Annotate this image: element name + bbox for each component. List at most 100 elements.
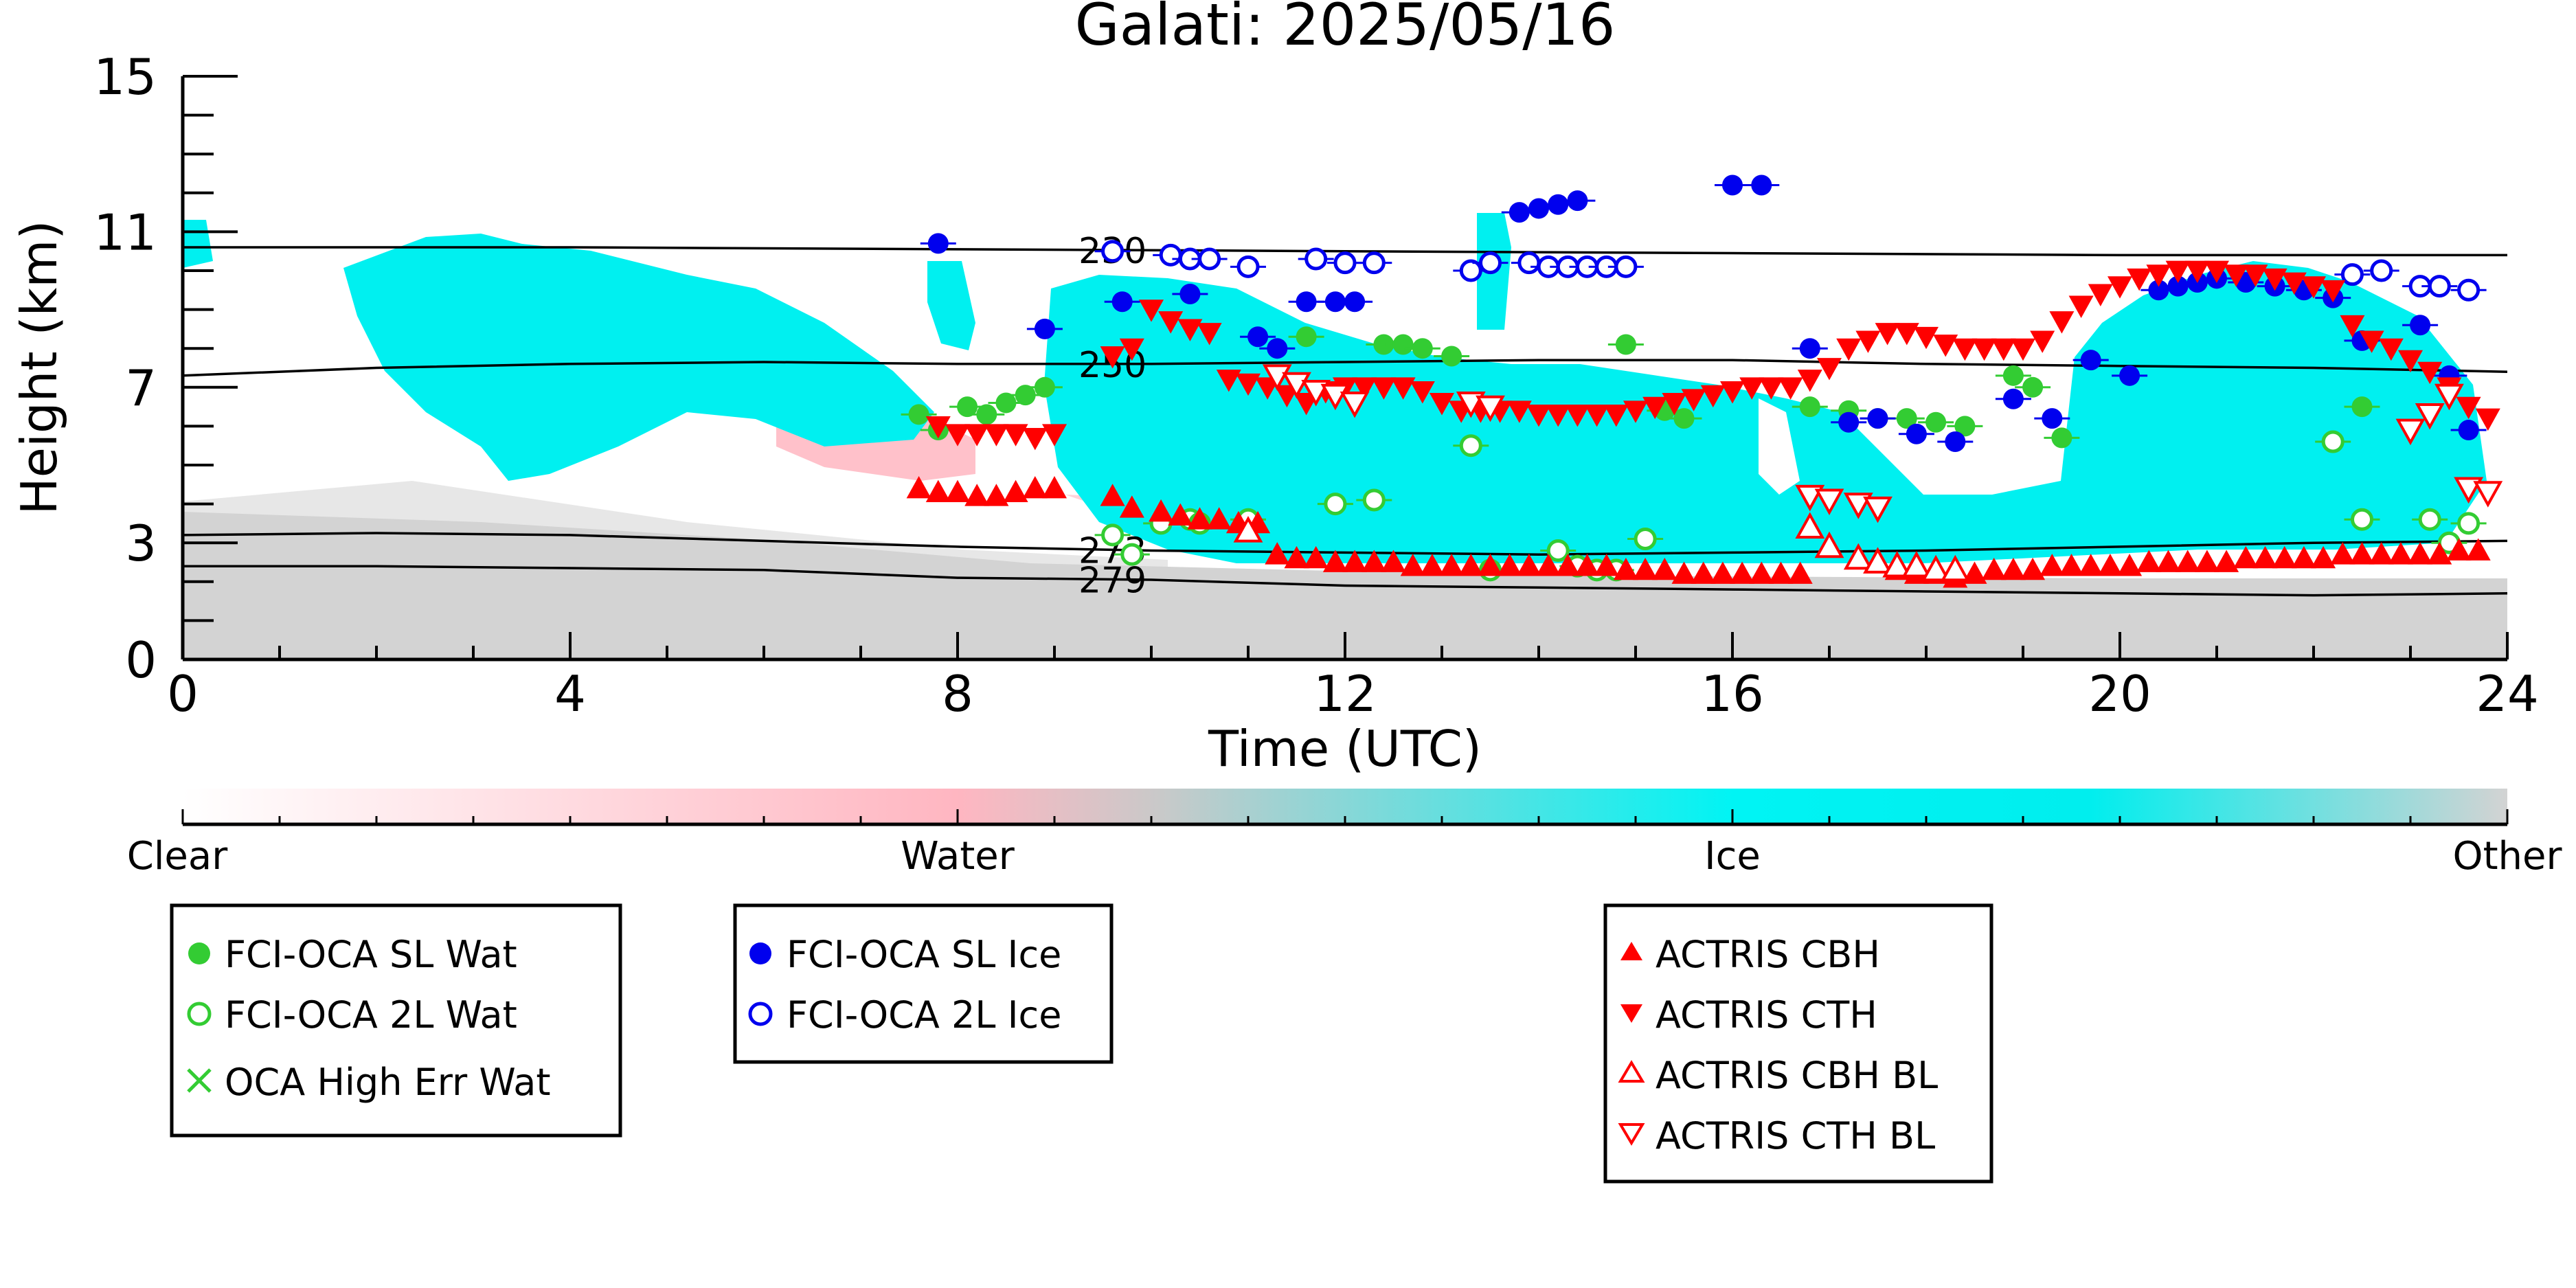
- legend-marker-cbh: [1620, 942, 1642, 960]
- data-point: [2059, 554, 2084, 576]
- data-point: [2262, 268, 2287, 291]
- data-point: [1671, 561, 1697, 584]
- data-point: [1855, 330, 1881, 353]
- data-point: [1526, 405, 1551, 427]
- data-point: [1933, 335, 1958, 357]
- data-point: [1940, 554, 1970, 582]
- ice-region-early: [343, 234, 934, 481]
- data-point: [1101, 523, 1125, 547]
- contour-line: [183, 565, 2507, 597]
- y-tick-label: 15: [93, 48, 157, 106]
- data-point: [2184, 260, 2210, 283]
- data-point: [2408, 542, 2433, 565]
- data-point: [1381, 550, 1406, 572]
- data-point: [2351, 508, 2373, 531]
- data-point: [2088, 284, 2113, 306]
- data-point: [1662, 393, 1687, 416]
- data-point: [1971, 338, 1997, 361]
- data-point: [1458, 554, 1484, 576]
- data-point: [1548, 194, 1569, 215]
- legend-label-cbh-bl: ACTRIS CBH BL: [1656, 1054, 1938, 1097]
- data-point: [1817, 358, 1842, 381]
- data-point: [1614, 255, 1638, 278]
- data-point: [2136, 550, 2162, 572]
- data-point: [1324, 291, 1346, 313]
- x-ticks: 0 4 8 12 16 20 24: [167, 632, 2539, 723]
- x-tick-label: 24: [2476, 665, 2539, 723]
- data-point: [1536, 554, 1561, 576]
- temperature-contours: [183, 246, 2507, 597]
- legend-ice-box: [733, 903, 1114, 1064]
- data-point: [1267, 338, 1288, 359]
- data-point: [2127, 268, 2152, 291]
- data-point: [2243, 264, 2268, 287]
- data-point: [1284, 545, 1309, 569]
- data-point: [1906, 423, 1927, 444]
- data-point: [2042, 408, 2063, 429]
- data-point: [2465, 538, 2491, 561]
- data-point: [2080, 350, 2101, 371]
- data-point: [1836, 338, 1862, 361]
- legend-water: FCI-OCA SL Wat FCI-OCA 2L Wat OCA High E…: [170, 903, 622, 1138]
- data-point: [1320, 383, 1351, 411]
- x-axis-label: Time (UTC): [1208, 720, 1482, 778]
- data-point: [2418, 508, 2441, 531]
- series-actris-cth: [925, 260, 2500, 451]
- data-point: [1159, 243, 1182, 267]
- data-point: [1615, 334, 1636, 355]
- data-point: [1168, 503, 1193, 526]
- data-point: [2351, 396, 2373, 418]
- data-point: [1439, 554, 1465, 576]
- data-point: [1546, 539, 1570, 563]
- series-actris-cbh: [906, 475, 2491, 588]
- data-point: [1814, 488, 1844, 516]
- data-point: [1751, 174, 1772, 196]
- data-point: [1371, 377, 1397, 400]
- data-point: [2002, 365, 2024, 386]
- data-point: [1459, 434, 1482, 457]
- data-point: [2167, 275, 2189, 297]
- data-point: [2340, 315, 2365, 338]
- data-point: [1119, 495, 1144, 518]
- data-point: [1392, 334, 1414, 355]
- data-point: [1921, 554, 1951, 582]
- x-tick-label: 4: [554, 665, 586, 723]
- data-point: [1479, 251, 1502, 275]
- data-point: [1296, 291, 1317, 313]
- data-point: [1565, 405, 1590, 427]
- data-point: [1962, 561, 1987, 584]
- data-point: [1795, 512, 1825, 539]
- data-series: [901, 174, 2503, 588]
- data-point: [1778, 377, 1803, 400]
- data-point: [2427, 542, 2452, 565]
- data-point: [1100, 346, 1125, 369]
- data-point: [2359, 330, 2384, 353]
- data-point: [1516, 554, 1541, 576]
- data-point: [2395, 418, 2426, 446]
- data-point: [2475, 408, 2500, 431]
- series-actris-cth-bl: [1262, 364, 2503, 523]
- y-tick-label: 0: [125, 631, 157, 689]
- legend-marker-2l-wat: [187, 1002, 212, 1026]
- data-point: [2473, 481, 2503, 508]
- data-point: [1981, 557, 2007, 580]
- legend-label-sl-wat: FCI-OCA SL Wat: [225, 933, 517, 976]
- colorbar-label-water: Water: [901, 834, 1015, 879]
- y-tick-label: 7: [125, 359, 157, 417]
- data-point: [2117, 554, 2143, 576]
- data-point: [2456, 396, 2481, 420]
- data-point: [2457, 278, 2481, 302]
- data-point: [964, 424, 990, 447]
- data-point: [2272, 545, 2297, 569]
- contour-line: [183, 359, 2507, 377]
- data-point: [1034, 318, 1055, 339]
- chart-title: Galati: 2025/05/16: [1075, 0, 1616, 58]
- data-point: [1410, 381, 1435, 404]
- data-point: [945, 424, 970, 447]
- data-point: [1400, 554, 1425, 576]
- data-point: [1333, 251, 1357, 275]
- data-point: [2398, 350, 2423, 373]
- data-point: [1042, 424, 1067, 447]
- legend-label-2l-wat: FCI-OCA 2L Wat: [225, 993, 517, 1037]
- legend-label-cbh: ACTRIS CBH: [1656, 933, 1880, 976]
